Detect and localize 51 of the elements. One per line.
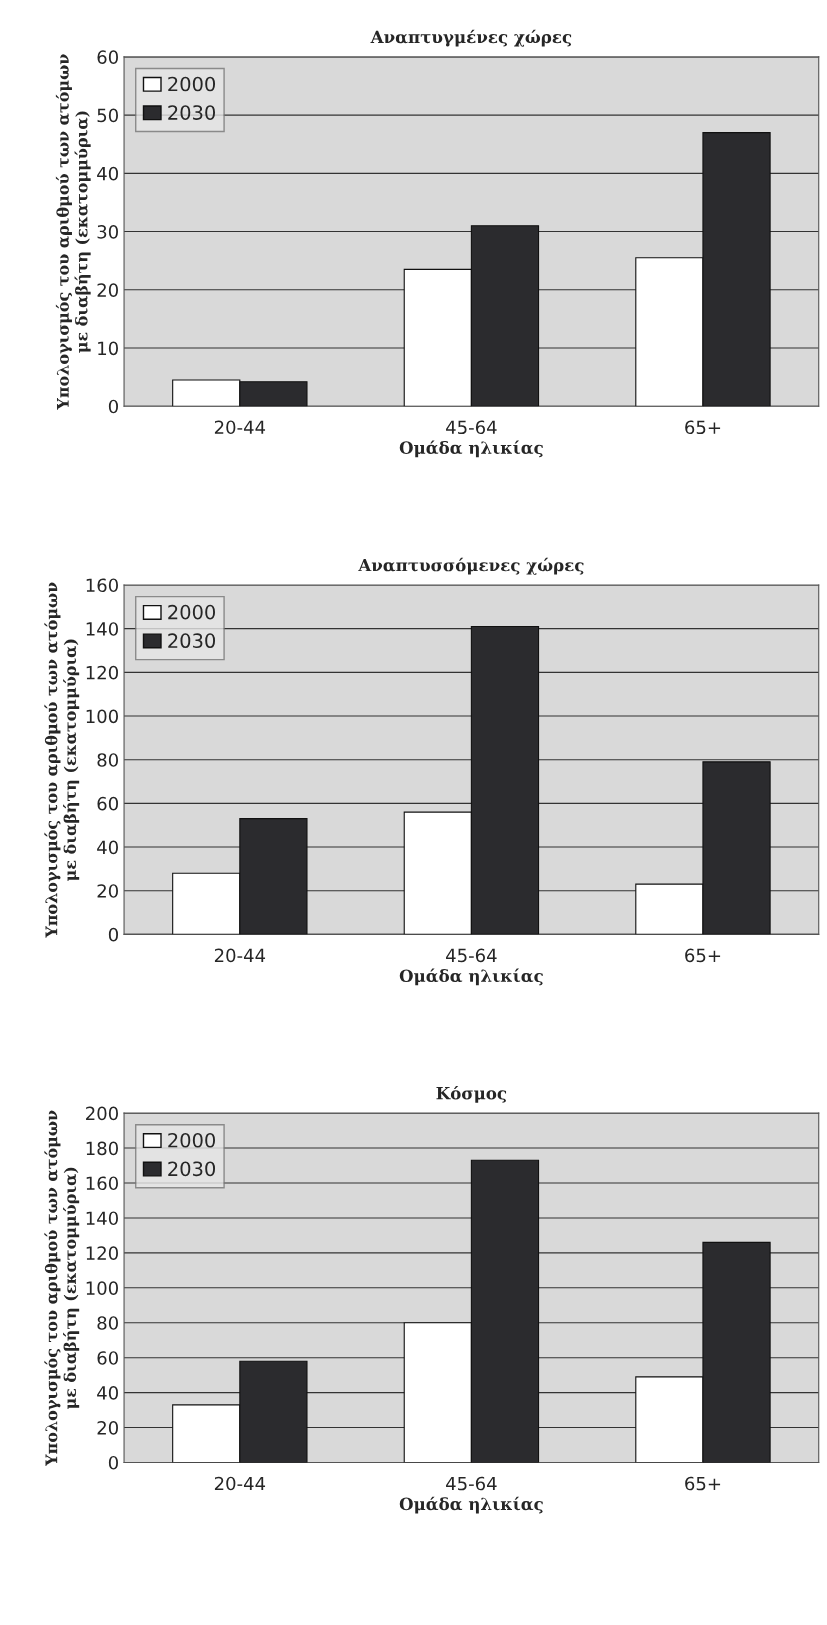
y-tick-label: 30 xyxy=(97,225,118,239)
y-tick-label: 160 xyxy=(86,1176,118,1191)
y-axis-title: Υπολογισμός του αριθμού των ατόμων με διαβήτη (εκατομμύρια) xyxy=(44,582,80,938)
x-tick-label: 45-64 xyxy=(446,1476,497,1491)
y-tick-label: 50 xyxy=(97,108,118,123)
y-tick-label: 80 xyxy=(97,753,118,767)
x-tick-label: 65+ xyxy=(685,420,721,435)
y-tick-label: 60 xyxy=(97,50,118,64)
y-tick-label: 140 xyxy=(86,1211,118,1226)
y-tick-label: 0 xyxy=(108,399,118,414)
x-axis-title: Ομάδα ηλικίας xyxy=(399,968,543,986)
y-axis-title: Υπολογισμός του αριθμού των ατόμων με διαβήτη (εκατομμύρια) xyxy=(55,54,91,410)
y-tick-label: 120 xyxy=(86,1246,118,1260)
y-tick-label: 160 xyxy=(86,578,118,593)
y-axis-title: Υπολογισμός του αριθμού των ατόμων με διαβήτη (εκατομμύρια) xyxy=(44,1110,80,1466)
x-tick-label: 45-64 xyxy=(446,948,497,963)
chart-title: Αναπτυσσόμενες χώρες xyxy=(358,557,584,575)
legend-label: 2000 xyxy=(168,1132,216,1148)
y-tick-label: 180 xyxy=(86,1141,118,1156)
legend-label: 2000 xyxy=(168,76,216,92)
y-tick-label: 0 xyxy=(108,927,118,942)
legend-label: 2030 xyxy=(168,1161,216,1177)
legend-label: 2030 xyxy=(168,105,216,120)
legend-label: 2030 xyxy=(168,633,216,649)
y-tick-label: 40 xyxy=(97,1386,118,1400)
y-tick-label: 140 xyxy=(86,622,118,636)
y-tick-label: 200 xyxy=(86,1106,118,1121)
y-tick-label: 60 xyxy=(97,796,118,811)
chart-title: Αναπτυγμένες χώρες xyxy=(370,29,572,47)
x-tick-label: 45-64 xyxy=(446,420,497,435)
y-tick-label: 20 xyxy=(97,884,118,898)
x-axis-title: Ομάδα ηλικίας xyxy=(399,1496,543,1514)
y-tick-label: 40 xyxy=(97,840,118,855)
x-tick-label: 65+ xyxy=(685,948,721,963)
legend-label: 2000 xyxy=(168,604,216,620)
x-tick-label: 20-44 xyxy=(214,1476,266,1491)
y-tick-label: 60 xyxy=(97,1351,118,1365)
chart-title: Κόσμος xyxy=(436,1085,507,1103)
x-tick-label: 20-44 xyxy=(214,948,266,963)
y-tick-label: 20 xyxy=(97,1421,118,1435)
x-tick-label: 65+ xyxy=(685,1476,721,1491)
x-axis-title: Ομάδα ηλικίας xyxy=(399,440,543,458)
y-tick-label: 20 xyxy=(97,283,118,297)
y-tick-label: 40 xyxy=(97,166,118,181)
y-tick-label: 100 xyxy=(86,1281,118,1295)
y-tick-label: 10 xyxy=(98,341,118,356)
x-tick-label: 20-44 xyxy=(214,420,266,435)
y-tick-label: 120 xyxy=(86,665,118,680)
y-tick-label: 80 xyxy=(97,1316,118,1330)
y-tick-label: 100 xyxy=(86,709,118,724)
y-tick-label: 0 xyxy=(108,1455,118,1470)
